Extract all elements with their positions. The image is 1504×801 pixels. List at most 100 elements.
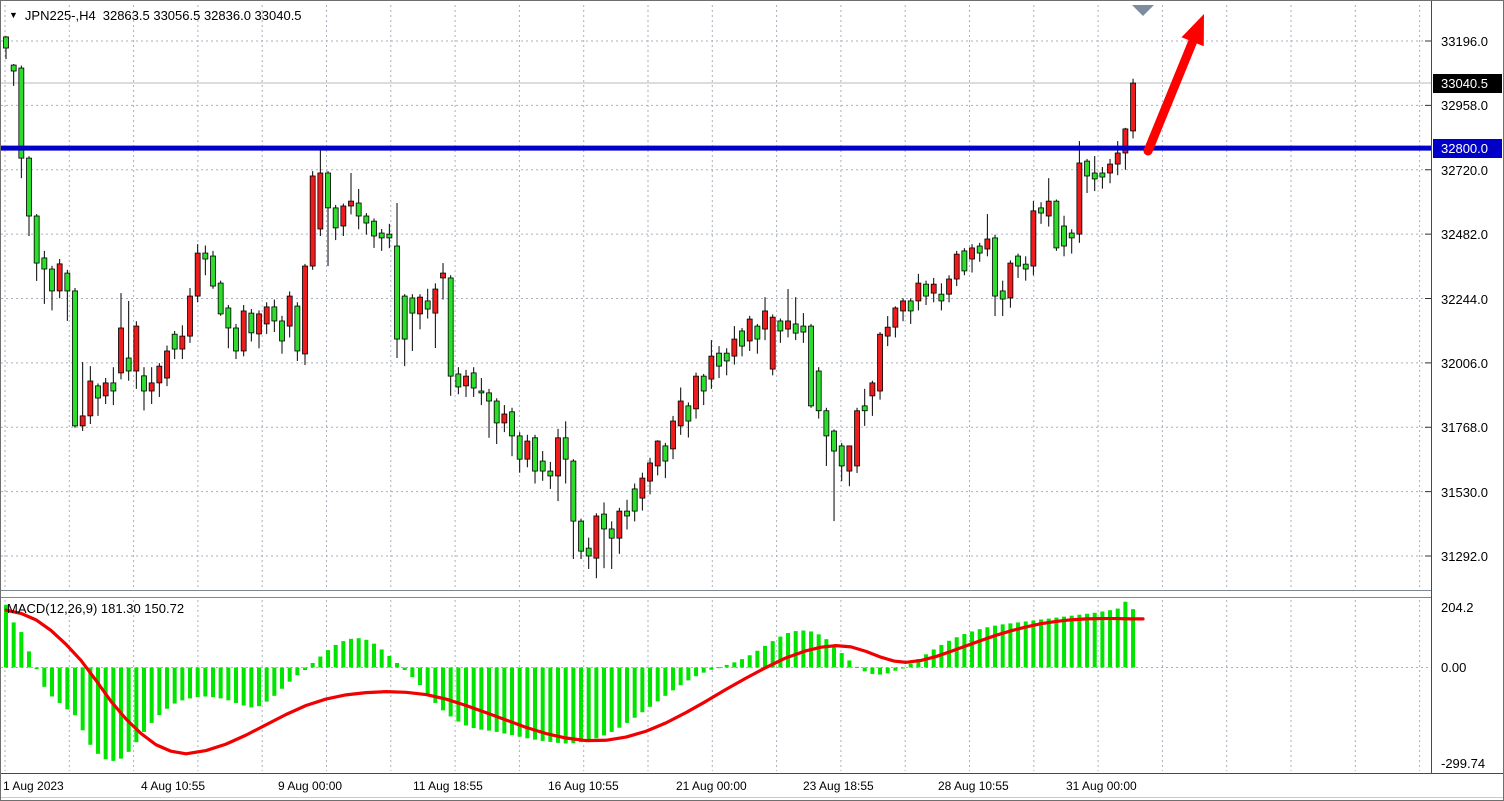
candle <box>585 547 592 557</box>
macd-histogram-bar <box>1039 619 1044 668</box>
candle <box>716 352 722 367</box>
macd-histogram-bar <box>295 667 300 676</box>
macd-histogram-bar <box>34 667 39 670</box>
chart-canvas[interactable] <box>1 1 1431 773</box>
macd-histogram-bar <box>924 654 929 668</box>
symbol-dropdown-icon[interactable]: ▼ <box>9 10 18 20</box>
macd-histogram-bar <box>632 667 637 718</box>
candle <box>256 313 262 335</box>
candle <box>1045 200 1052 217</box>
macd-histogram-bar <box>73 667 78 716</box>
macd-histogram-bar <box>908 663 913 668</box>
top-marker-icon <box>1132 5 1154 16</box>
candle <box>631 488 638 512</box>
candle <box>470 372 477 389</box>
candle <box>662 445 669 462</box>
macd-histogram-bar <box>387 655 392 668</box>
candle <box>831 430 837 452</box>
candle <box>762 310 768 330</box>
candle <box>340 205 347 227</box>
candle <box>1084 160 1090 177</box>
time-label: 28 Aug 10:55 <box>938 779 1009 793</box>
macd-histogram-bar <box>548 667 553 742</box>
time-axis[interactable]: 1 Aug 2023 4 Aug 10:55 9 Aug 00:00 11 Aug 1… <box>1 773 1503 800</box>
macd-histogram-bar <box>287 667 292 682</box>
price-axis[interactable]: 33196.0 32958.0 32720.0 32482.0 32244.0 32006… <box>1431 1 1503 773</box>
candle <box>110 382 117 392</box>
candle <box>133 325 140 372</box>
macd-histogram-bar <box>816 634 821 668</box>
macd-histogram-bar <box>1085 613 1090 668</box>
macd-histogram-bar <box>885 667 890 674</box>
candle <box>187 295 193 337</box>
candle <box>861 405 868 412</box>
candle <box>1030 210 1037 267</box>
time-label: 23 Aug 18:55 <box>803 779 874 793</box>
candle <box>478 390 485 394</box>
candle <box>555 437 561 477</box>
candle <box>938 293 945 302</box>
candle <box>386 233 393 239</box>
macd-histogram-bar <box>341 641 346 668</box>
candle <box>118 327 124 374</box>
candle <box>854 410 860 467</box>
candle <box>87 380 94 417</box>
macd-histogram-bar <box>165 667 170 709</box>
candle <box>447 277 454 377</box>
macd-histogram-bar <box>602 667 607 736</box>
candle <box>294 305 301 352</box>
candle <box>164 350 170 379</box>
macd-histogram-bar <box>172 667 177 704</box>
trend-arrow-head <box>1181 14 1204 47</box>
candle <box>1130 82 1136 132</box>
macd-histogram-bar <box>1008 623 1013 668</box>
macd-histogram-bar <box>1115 608 1120 668</box>
candle <box>79 415 86 427</box>
candle <box>731 338 738 357</box>
macd-histogram-bar <box>456 667 461 722</box>
macd-histogram-bar <box>257 667 262 707</box>
macd-histogram-bar <box>226 667 231 701</box>
candle <box>401 295 408 340</box>
candle <box>194 252 201 297</box>
macd-histogram-bar <box>195 667 200 698</box>
candle <box>225 307 232 329</box>
candle <box>1061 225 1067 247</box>
candle <box>877 333 883 392</box>
macd-histogram-bar <box>648 667 653 707</box>
macd-histogram-bar <box>356 638 361 668</box>
candle <box>363 215 370 224</box>
candle <box>217 282 224 315</box>
macd-histogram-bar <box>793 631 798 668</box>
macd-histogram-bar <box>916 659 921 668</box>
macd-signal-line <box>4 608 1145 756</box>
macd-histogram-bar <box>533 667 538 740</box>
symbol-header[interactable]: ▼ JPN225-,H4 32863.5 33056.5 32836.0 330… <box>9 8 302 23</box>
macd-histogram-bar <box>364 639 369 668</box>
macd-histogram-bar <box>655 667 660 702</box>
macd-histogram-bar <box>671 667 676 691</box>
trend-arrow-shaft <box>1143 31 1200 156</box>
macd-histogram-bar <box>425 667 430 695</box>
price-tick-label: 32006.0 <box>1441 355 1488 371</box>
candle <box>1038 207 1044 214</box>
candle <box>693 375 699 410</box>
candle <box>378 232 385 239</box>
macd-histogram-bar <box>1123 601 1128 668</box>
macd-histogram-bar <box>901 667 906 669</box>
candle <box>64 272 71 292</box>
candle <box>969 247 975 260</box>
candle <box>685 405 692 422</box>
candle <box>263 306 270 325</box>
macd-histogram-bar <box>264 667 269 702</box>
candle <box>984 238 991 250</box>
macd-histogram-bar <box>1016 622 1021 668</box>
candle <box>639 477 646 499</box>
candle <box>677 400 684 427</box>
time-label: 16 Aug 10:55 <box>548 779 619 793</box>
candle <box>179 335 186 350</box>
candle <box>417 296 423 315</box>
macd-histogram-bar <box>65 667 70 710</box>
macd-histogram-bar <box>1046 618 1051 668</box>
candle <box>248 312 255 334</box>
